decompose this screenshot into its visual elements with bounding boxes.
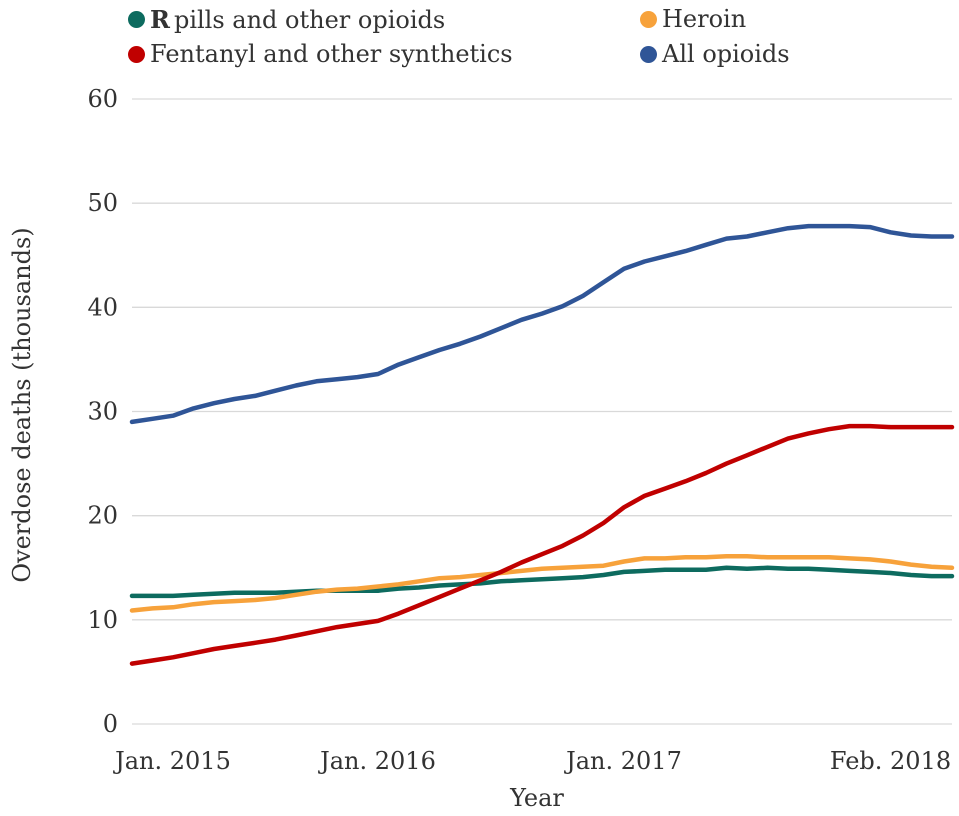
y-axis-label: Overdose deaths (thousands) (8, 227, 36, 583)
series-line-fentanyl (129, 423, 955, 666)
legend-swatch (640, 10, 657, 28)
y-tick-label: 60 (87, 85, 118, 113)
y-tick-label: 40 (87, 293, 118, 321)
legend-swatch (128, 45, 145, 63)
legend-item-heroin: Heroin (640, 5, 746, 33)
x-tick-label: Jan. 2015 (112, 747, 231, 775)
rx-symbol: R (150, 5, 170, 34)
y-tick-label: 30 (87, 398, 118, 426)
y-tick-label: 20 (87, 502, 118, 530)
legend-label: All opioids (662, 40, 790, 68)
y-tick-label: 0 (103, 710, 118, 738)
legend-label: Fentanyl and other synthetics (150, 40, 513, 68)
legend-item-fentanyl: Fentanyl and other synthetics (128, 40, 513, 68)
legend-item-all-opioids: All opioids (640, 40, 790, 68)
y-tick-label: 50 (87, 189, 118, 217)
x-tick-label: Jan. 2016 (317, 747, 436, 775)
x-axis-title: Year (510, 784, 564, 812)
legend: R pills and other opioids Fentanyl and o… (0, 0, 959, 80)
legend-item-rx-pills: R pills and other opioids (128, 5, 445, 34)
legend-label: Heroin (662, 5, 747, 33)
legend-swatch (640, 45, 657, 63)
x-tick-label: Feb. 2018 (830, 747, 951, 775)
y-tick-label: 10 (87, 606, 118, 634)
legend-swatch (128, 11, 145, 28)
series-line-all-opioids (129, 223, 955, 425)
x-tick-label: Jan. 2017 (563, 747, 682, 775)
series-line-heroin (129, 554, 955, 613)
legend-label: pills and other opioids (173, 5, 446, 34)
series-line-rx-pills (129, 565, 955, 599)
